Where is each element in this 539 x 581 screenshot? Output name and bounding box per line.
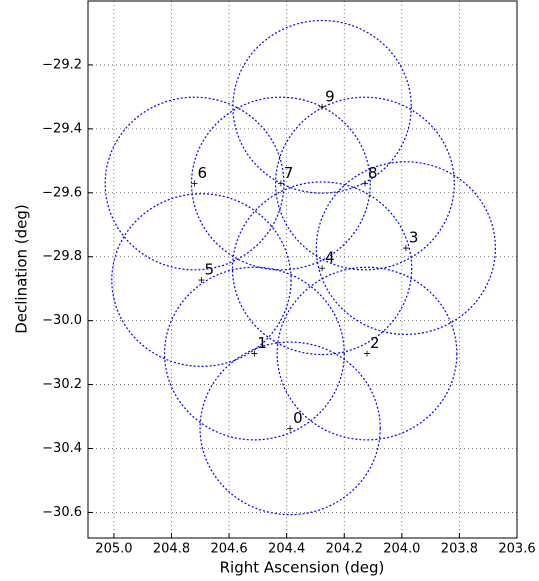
marker xyxy=(319,265,326,272)
point-label: 5 xyxy=(204,261,214,279)
marker xyxy=(402,245,409,252)
marker xyxy=(198,277,205,284)
point-label: 9 xyxy=(325,87,335,105)
point-label: 8 xyxy=(368,164,378,182)
y-tick-label: −29.6 xyxy=(42,185,82,200)
y-tick-label: −29.8 xyxy=(42,249,82,264)
field-circle xyxy=(199,341,381,516)
y-axis-label: Declination (deg) xyxy=(13,204,31,334)
marker xyxy=(191,180,198,187)
field-circle xyxy=(276,266,458,441)
y-tick-label: −30.6 xyxy=(42,505,82,520)
field-circle xyxy=(190,96,371,271)
x-tick-label: 204.4 xyxy=(268,542,305,557)
x-axis-label: Right Ascension (deg) xyxy=(220,559,385,577)
plot-frame xyxy=(87,0,518,539)
field-circle xyxy=(163,266,345,441)
x-tick-label: 204.8 xyxy=(153,542,190,557)
field-circle xyxy=(315,161,497,335)
point-label: 0 xyxy=(293,409,303,427)
marker xyxy=(287,425,294,432)
field-circle xyxy=(274,96,455,271)
field-circle xyxy=(231,181,413,356)
y-tick-label: −29.2 xyxy=(42,57,82,72)
x-tick-label: 203.8 xyxy=(441,542,478,557)
point-label: 6 xyxy=(198,164,208,182)
y-tick-label: −29.4 xyxy=(42,121,82,136)
point-label: 1 xyxy=(257,334,267,352)
x-tick-label: 204.0 xyxy=(383,542,420,557)
point-label: 2 xyxy=(370,334,380,352)
x-tick-label: 205.0 xyxy=(95,542,132,557)
x-tick-label: 203.6 xyxy=(498,542,535,557)
point-label: 4 xyxy=(325,249,335,267)
y-tick-label: −30.4 xyxy=(42,441,82,456)
field-circle xyxy=(232,19,412,194)
y-tick-label: −30.2 xyxy=(42,377,82,392)
y-tick-label: −30.0 xyxy=(42,313,82,328)
marker xyxy=(319,103,326,110)
marker xyxy=(251,350,258,357)
point-label: 7 xyxy=(284,164,294,182)
field-circle xyxy=(104,96,285,271)
marker xyxy=(363,350,370,357)
x-tick-label: 204.2 xyxy=(326,542,363,557)
x-tick-label: 204.6 xyxy=(210,542,247,557)
field-circle xyxy=(111,193,292,367)
marker xyxy=(361,180,368,187)
point-label: 3 xyxy=(409,229,419,247)
